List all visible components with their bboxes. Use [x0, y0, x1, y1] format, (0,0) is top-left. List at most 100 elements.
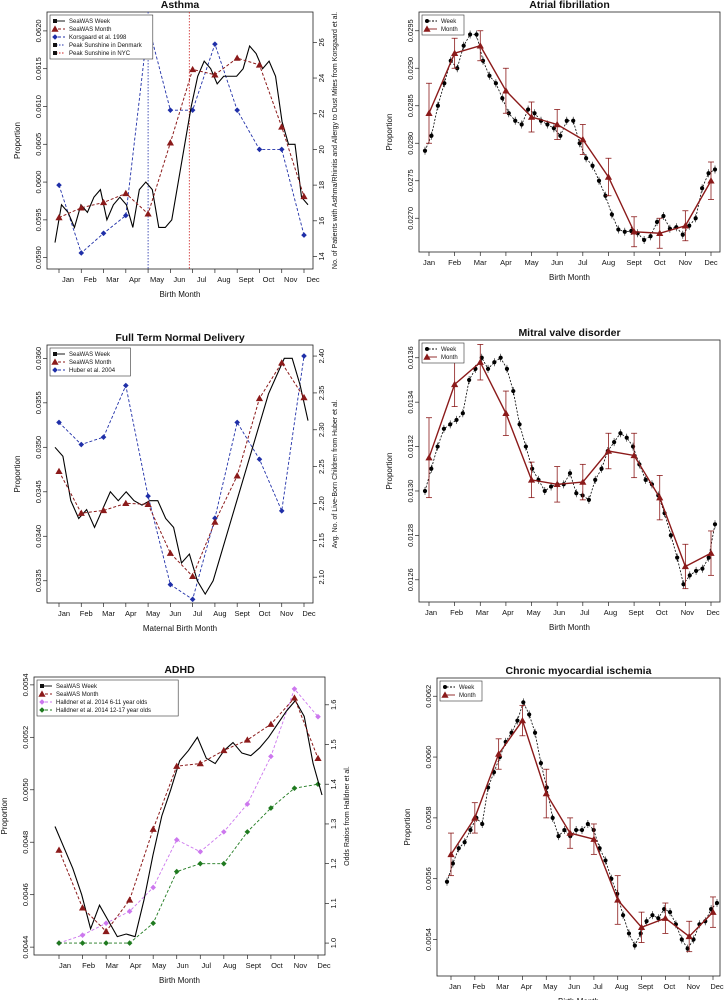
mitral-month-point [451, 380, 459, 388]
cmi-week-point [644, 919, 649, 924]
mitral-week-point [460, 411, 465, 416]
adhd-y-tick-label: 0.0048 [21, 831, 30, 854]
cmi-legend-label: Month [459, 693, 476, 699]
ftnd-huber-point [278, 508, 285, 514]
cmi-month-point [614, 896, 622, 903]
asthma-legend-box [49, 14, 154, 60]
mitral-month-point [553, 480, 561, 488]
afib-y-axis-label: Proportion [385, 114, 394, 151]
afib-week-point [468, 32, 473, 37]
adhd-x-tick-label: Sept [246, 961, 262, 970]
cmi-week-point [480, 821, 485, 827]
ftnd-y-tick-label: 0.0350 [34, 436, 43, 459]
ftnd-y-tick-label: 0.0340 [34, 525, 43, 548]
ftnd-y2-tick-label: 2.40 [317, 349, 326, 364]
mitral-week-point [706, 555, 711, 560]
cmi-month-point [661, 914, 669, 921]
asthma-y2-tick-label: 14 [317, 252, 326, 260]
mitral-week-point [429, 466, 434, 471]
cmi-x-axis-label: Birth Month [558, 997, 599, 1000]
asthma-korsgaard-point [212, 41, 218, 47]
ftnd-y2-tick-label: 2.25 [317, 459, 326, 474]
afib-week-point [609, 212, 614, 217]
mitral-month-point [604, 447, 613, 454]
chart-asthma: Asthma Jan Feb Mar Apr May Jun Jul Aug Sept Oct Nov… [13, 0, 339, 299]
mitral-week-point [693, 568, 699, 574]
ftnd-y-tick-label: 0.0360 [34, 347, 43, 370]
cmi-legend-box [439, 680, 483, 702]
asthma-month-line [58, 57, 305, 219]
afib-week-point [435, 103, 440, 108]
afib-y-tick-label: 0.0280 [406, 132, 415, 155]
cmi-week-point [527, 712, 532, 717]
cmi-week-point [603, 858, 608, 863]
adhd-legend-box [36, 679, 179, 717]
asthma-week-line [54, 44, 309, 243]
adhd-y2-tick-label: 1.2 [329, 858, 338, 868]
mitral-month-point [681, 562, 689, 570]
afib-month-point [425, 109, 433, 116]
asthma-legend-label: SeaWAS Month [69, 27, 111, 33]
asthma-korsgaard-point [189, 107, 196, 113]
ftnd-huber-point [234, 419, 240, 426]
ftnd-month-point [166, 549, 174, 556]
mitral-week-point [593, 477, 598, 482]
chart-cmi: Chronic myocardial ischemia Jan Feb Mar Apr M… [403, 665, 724, 1000]
asthma-korsgaard-point [100, 230, 107, 237]
asthma-x-tick-label: Dec [306, 275, 320, 284]
asthma-x-tick-label: Oct [263, 275, 276, 284]
asthma-y-tick-label: 0.0610 [34, 95, 43, 118]
ftnd-legend-label: SeaWAS Week [69, 352, 111, 358]
cmi-y-tick-label: 0.0054 [424, 928, 433, 951]
mitral-month-point [630, 451, 638, 459]
afib-x-tick-label: Nov [679, 258, 693, 267]
asthma-y2-axis-label: No. of Patients with Asthma/Rhinitis and… [332, 12, 339, 269]
afib-legend-label: Month [441, 27, 458, 33]
afib-week-point [596, 178, 602, 183]
adhd-halldner-12-17-point [103, 940, 109, 946]
afib-week-point [616, 227, 621, 232]
adhd-month-point [173, 762, 181, 769]
afib-week-point [687, 223, 692, 228]
asthma-korsgaard-point [234, 107, 240, 113]
ftnd-y2-axis-label: Avg. No. of Live-Born Children from Hube… [332, 400, 339, 549]
mitral-week-point [504, 366, 510, 371]
mitral-month-point [707, 549, 715, 556]
mitral-x-tick-label: Oct [656, 608, 669, 617]
cmi-x-tick-label: Dec [710, 982, 724, 991]
asthma-y2-tick-label: 18 [317, 181, 326, 189]
ftnd-y-tick-label: 0.0335 [34, 569, 43, 592]
chart-ftnd: Full Term Normal Delivery Jan Feb Mar Apr May… [13, 332, 339, 633]
ftnd-month-point [99, 506, 108, 514]
ftnd-x-tick-label: Mar [102, 609, 115, 618]
mitral-month-point [656, 494, 664, 501]
mitral-x-tick-label: May [526, 608, 540, 617]
afib-x-tick-label: Oct [654, 258, 667, 267]
adhd-y-tick-label: 0.0050 [21, 778, 30, 801]
afib-month-point [502, 87, 510, 94]
asthma-x-axis-label: Birth Month [160, 290, 201, 299]
mitral-week-point [712, 522, 718, 527]
adhd-legend-label: SeaWAS Week [56, 684, 98, 690]
afib-x-tick-label: Feb [448, 258, 461, 267]
cmi-week-point [521, 700, 526, 705]
afib-x-axis-label: Birth Month [549, 273, 590, 282]
asthma-month-point [55, 214, 63, 221]
adhd-legend-label: SeaWAS Month [56, 692, 98, 698]
asthma-legend-marker [53, 19, 57, 23]
adhd-y-tick-label: 0.0054 [21, 673, 30, 696]
cmi-week-point [638, 931, 643, 936]
ftnd-huber-point [56, 419, 62, 426]
cmi-week-point [556, 834, 561, 839]
mitral-legend-label: Week [441, 347, 457, 353]
afib-y-tick-label: 0.0295 [406, 19, 415, 42]
mitral-week-point [643, 477, 648, 482]
afib-x-tick-label: Aug [602, 258, 615, 267]
cmi-week-point [450, 861, 455, 866]
adhd-halldner-12-17-point [291, 785, 298, 791]
ftnd-legend-label: Huber et al. 2004 [69, 368, 116, 374]
asthma-month-point [255, 61, 264, 68]
asthma-legend-label: Peak Sunshine in Denmark [69, 43, 143, 49]
adhd-month-point [314, 754, 322, 762]
ftnd-y2-tick-label: 2.10 [317, 570, 326, 585]
